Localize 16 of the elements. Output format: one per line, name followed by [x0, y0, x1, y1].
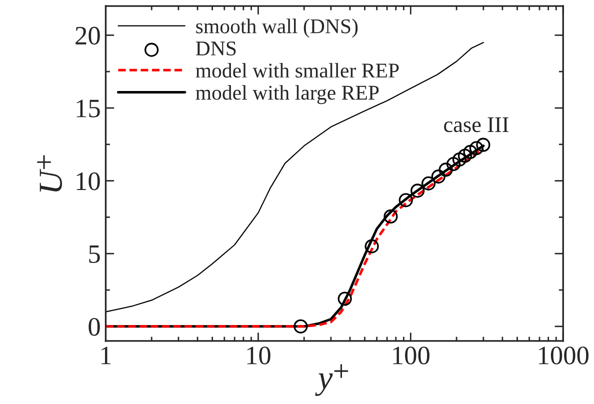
y-tick-label: 0	[88, 318, 100, 336]
y-axis-title: U$^{+}$	[37, 155, 62, 192]
legend-label: DNS	[196, 41, 236, 56]
y-tick-label: 10	[76, 172, 100, 190]
x-tick-label: 100	[393, 346, 430, 364]
annotation: case III	[444, 117, 508, 132]
x-tick-label: 1000	[539, 346, 588, 364]
y-tick-label: 15	[76, 100, 100, 118]
x-axis-title: y$^{+}$	[315, 364, 348, 396]
y-tick-label: 5	[89, 245, 100, 264]
legend-label: smooth wall (DNS)	[196, 18, 358, 38]
x-tick-label: 1	[101, 346, 111, 364]
y-tick-label: 20	[76, 26, 100, 45]
legend-label: model with smaller REP	[196, 62, 399, 78]
x-tick-label: 10	[247, 346, 270, 364]
legend-label: model with large REP	[196, 85, 379, 104]
